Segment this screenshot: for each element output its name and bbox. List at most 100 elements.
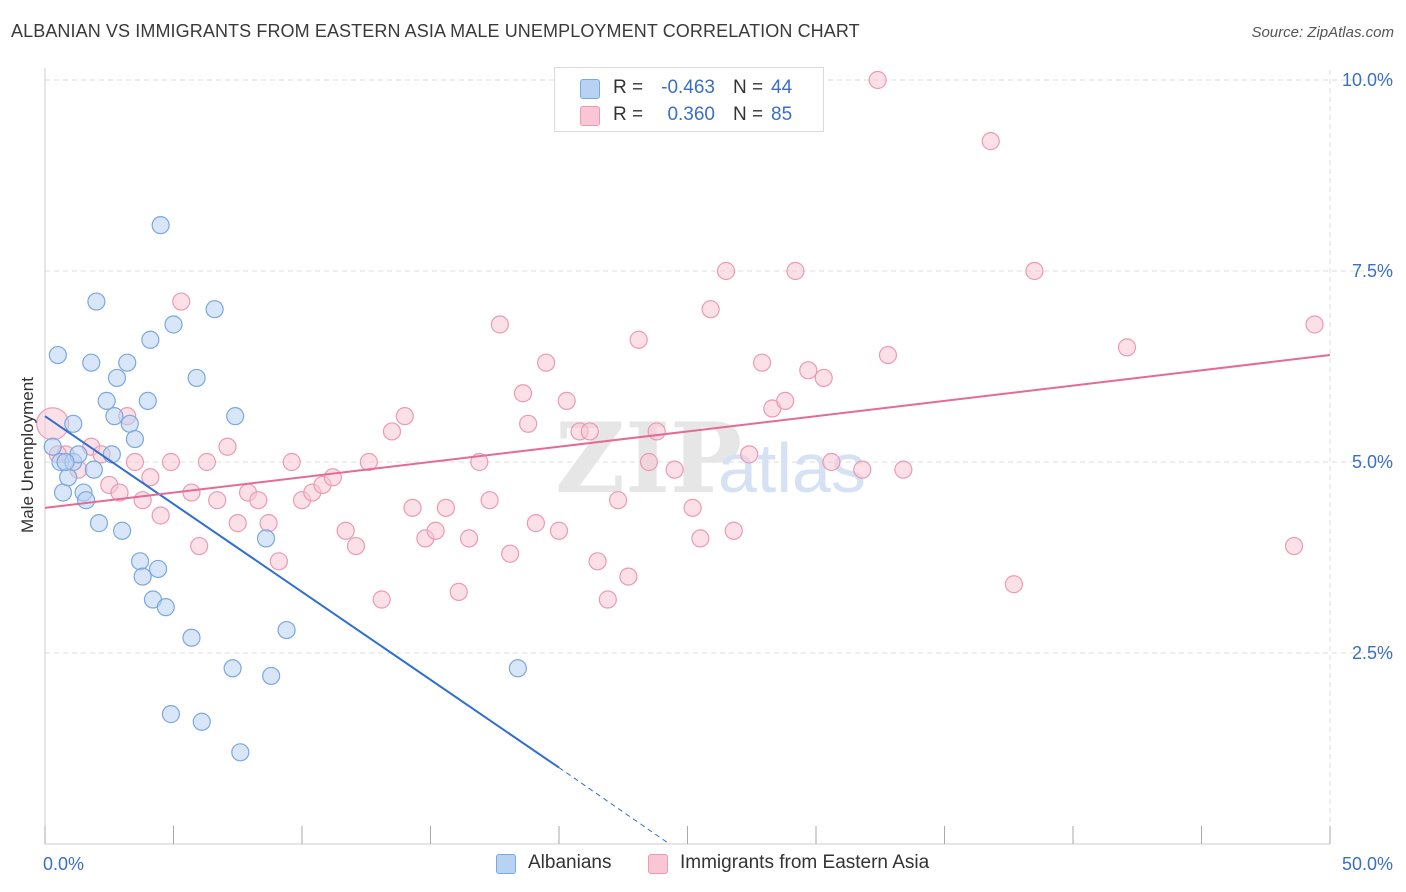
blue-swatch bbox=[580, 79, 600, 99]
legend-row-immigrants: R = 0.360 N = 85 bbox=[555, 101, 823, 129]
point-immigrants bbox=[480, 491, 499, 510]
point-immigrants bbox=[981, 132, 1000, 151]
point-immigrants bbox=[395, 407, 414, 426]
r-label: R = bbox=[613, 77, 644, 98]
point-immigrants bbox=[208, 491, 227, 510]
point-immigrants bbox=[894, 460, 913, 479]
point-immigrants bbox=[878, 345, 898, 365]
point-immigrants bbox=[197, 452, 217, 472]
point-immigrants bbox=[557, 391, 576, 410]
n-label: N = bbox=[733, 104, 764, 125]
r-value: -0.463 bbox=[661, 77, 715, 98]
point-albanians bbox=[64, 414, 83, 433]
y-axis-label: Male Unemployment bbox=[18, 377, 37, 533]
point-immigrants bbox=[609, 491, 628, 510]
point-immigrants bbox=[490, 315, 509, 334]
y-tick-label: 5.0% bbox=[1352, 452, 1393, 472]
point-immigrants bbox=[619, 567, 638, 586]
point-albanians bbox=[508, 659, 527, 678]
point-albanians bbox=[102, 445, 121, 464]
y-tick-label: 2.5% bbox=[1352, 643, 1393, 663]
point-immigrants bbox=[218, 437, 237, 456]
y-tick-label: 7.5% bbox=[1352, 261, 1393, 281]
point-immigrants bbox=[683, 498, 702, 517]
point-albanians bbox=[59, 468, 78, 487]
y-tick-label: 10.0% bbox=[1342, 70, 1393, 90]
point-immigrants bbox=[449, 582, 468, 601]
point-immigrants bbox=[588, 552, 607, 571]
point-immigrants bbox=[359, 452, 378, 472]
trend-lines bbox=[44, 354, 1331, 845]
point-albanians bbox=[262, 666, 281, 686]
point-immigrants bbox=[665, 460, 684, 479]
point-immigrants bbox=[799, 361, 818, 380]
point-albanians bbox=[89, 514, 109, 533]
x-tick-label: 0.0% bbox=[43, 854, 84, 874]
point-immigrants bbox=[336, 521, 355, 540]
point-albanians bbox=[192, 712, 211, 731]
point-immigrants bbox=[133, 491, 152, 510]
series-immigrants-eastern-asia bbox=[36, 70, 1324, 609]
pink-swatch bbox=[580, 106, 600, 126]
point-immigrants bbox=[470, 452, 489, 472]
series-albanians bbox=[43, 216, 527, 762]
point-albanians bbox=[43, 437, 62, 456]
source-label: Source: ZipAtlas.com bbox=[1251, 24, 1394, 41]
watermark-atlas: atlas bbox=[718, 429, 866, 507]
point-immigrants bbox=[537, 353, 556, 372]
point-albanians bbox=[105, 407, 124, 426]
point-immigrants bbox=[868, 70, 887, 90]
point-immigrants bbox=[151, 506, 170, 525]
point-immigrants bbox=[716, 261, 736, 281]
tick-labels: 2.5% 5.0% 7.5% 10.0% 0.0% 50.0% bbox=[43, 70, 1393, 874]
point-immigrants bbox=[691, 529, 710, 548]
point-albanians bbox=[138, 391, 157, 410]
r-value: 0.360 bbox=[667, 104, 715, 125]
point-immigrants bbox=[282, 452, 301, 472]
point-albanians bbox=[130, 552, 150, 571]
point-albanians bbox=[125, 429, 145, 449]
point-immigrants bbox=[598, 590, 617, 609]
trend-line-albanians bbox=[44, 415, 560, 769]
point-albanians bbox=[277, 620, 296, 640]
point-immigrants bbox=[724, 521, 743, 540]
point-immigrants bbox=[580, 422, 599, 441]
point-albanians bbox=[164, 315, 183, 334]
point-albanians bbox=[56, 452, 75, 472]
point-immigrants bbox=[459, 529, 479, 548]
point-albanians bbox=[226, 407, 245, 426]
point-albanians bbox=[107, 368, 127, 388]
n-value: 44 bbox=[771, 77, 793, 98]
point-immigrants bbox=[776, 391, 795, 410]
point-albanians bbox=[161, 705, 181, 724]
point-albanians bbox=[231, 743, 250, 762]
point-immigrants bbox=[110, 483, 129, 502]
point-immigrants bbox=[249, 491, 268, 510]
point-albanians bbox=[256, 529, 276, 548]
point-immigrants bbox=[1117, 338, 1137, 357]
point-immigrants bbox=[172, 292, 191, 311]
point-albanians bbox=[133, 567, 152, 586]
point-immigrants bbox=[190, 536, 209, 556]
point-albanians bbox=[82, 353, 101, 372]
point-immigrants bbox=[639, 452, 659, 472]
legend-label: Albanians bbox=[528, 852, 612, 873]
axes bbox=[44, 68, 1331, 845]
point-immigrants bbox=[228, 514, 247, 533]
point-albanians bbox=[141, 330, 160, 349]
point-immigrants bbox=[786, 261, 805, 281]
point-immigrants bbox=[701, 300, 720, 319]
series-legend: Albanians Immigrants from Eastern Asia bbox=[0, 851, 1406, 877]
point-immigrants bbox=[519, 414, 538, 433]
point-immigrants bbox=[647, 422, 666, 441]
point-albanians bbox=[120, 414, 139, 433]
n-label: N = bbox=[733, 77, 764, 98]
point-immigrants bbox=[853, 460, 872, 479]
point-immigrants bbox=[161, 452, 181, 472]
point-albanians bbox=[118, 353, 137, 372]
point-albanians bbox=[97, 391, 116, 410]
point-immigrants bbox=[323, 468, 342, 487]
point-immigrants bbox=[822, 452, 841, 472]
point-albanians bbox=[77, 491, 96, 510]
point-albanians bbox=[156, 598, 175, 617]
